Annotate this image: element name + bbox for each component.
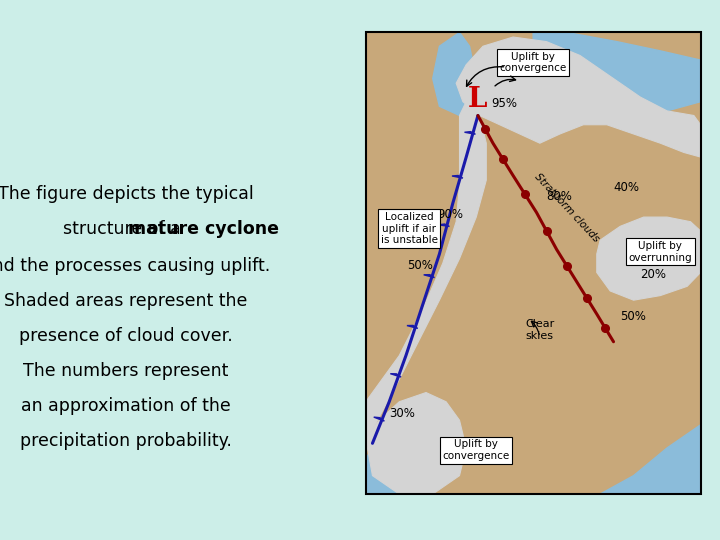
- Polygon shape: [366, 438, 413, 494]
- Text: mature cyclone: mature cyclone: [128, 220, 279, 239]
- Text: Shaded areas represent the: Shaded areas represent the: [4, 292, 248, 310]
- Polygon shape: [390, 374, 401, 377]
- Text: and the processes causing uplift.: and the processes causing uplift.: [0, 256, 270, 275]
- Text: an approximation of the: an approximation of the: [21, 397, 231, 415]
- Polygon shape: [366, 393, 467, 494]
- Text: 95%: 95%: [491, 97, 517, 111]
- Text: Stratiform clouds: Stratiform clouds: [532, 172, 601, 244]
- Text: 40%: 40%: [613, 180, 639, 193]
- Text: Localized
uplift if air
is unstable: Localized uplift if air is unstable: [381, 212, 438, 245]
- Polygon shape: [423, 275, 434, 278]
- Polygon shape: [464, 132, 475, 134]
- Text: 50%: 50%: [620, 310, 646, 323]
- Polygon shape: [456, 37, 701, 157]
- Polygon shape: [433, 32, 476, 116]
- Text: structure of a: structure of a: [63, 220, 186, 239]
- Polygon shape: [407, 326, 418, 328]
- Polygon shape: [366, 102, 486, 438]
- Polygon shape: [597, 217, 701, 300]
- Text: Uplift by
convergence: Uplift by convergence: [500, 52, 567, 73]
- Text: 20%: 20%: [640, 268, 666, 281]
- Text: The numbers represent: The numbers represent: [23, 362, 229, 380]
- Text: Uplift by
overrunning: Uplift by overrunning: [629, 241, 692, 262]
- Text: Uplift by
convergence: Uplift by convergence: [443, 440, 510, 461]
- Polygon shape: [452, 176, 463, 178]
- Text: Clear
skies: Clear skies: [525, 319, 554, 341]
- Polygon shape: [438, 224, 449, 226]
- Text: 30%: 30%: [390, 407, 415, 420]
- Text: precipitation probability.: precipitation probability.: [20, 432, 232, 450]
- Text: The figure depicts the typical: The figure depicts the typical: [0, 185, 254, 204]
- Text: 90%: 90%: [437, 208, 463, 221]
- Polygon shape: [374, 417, 384, 421]
- Text: L: L: [468, 86, 487, 113]
- Polygon shape: [534, 32, 701, 116]
- Text: presence of cloud cover.: presence of cloud cover.: [19, 327, 233, 345]
- Text: 50%: 50%: [407, 259, 433, 272]
- Polygon shape: [600, 425, 701, 494]
- Text: 80%: 80%: [546, 190, 572, 203]
